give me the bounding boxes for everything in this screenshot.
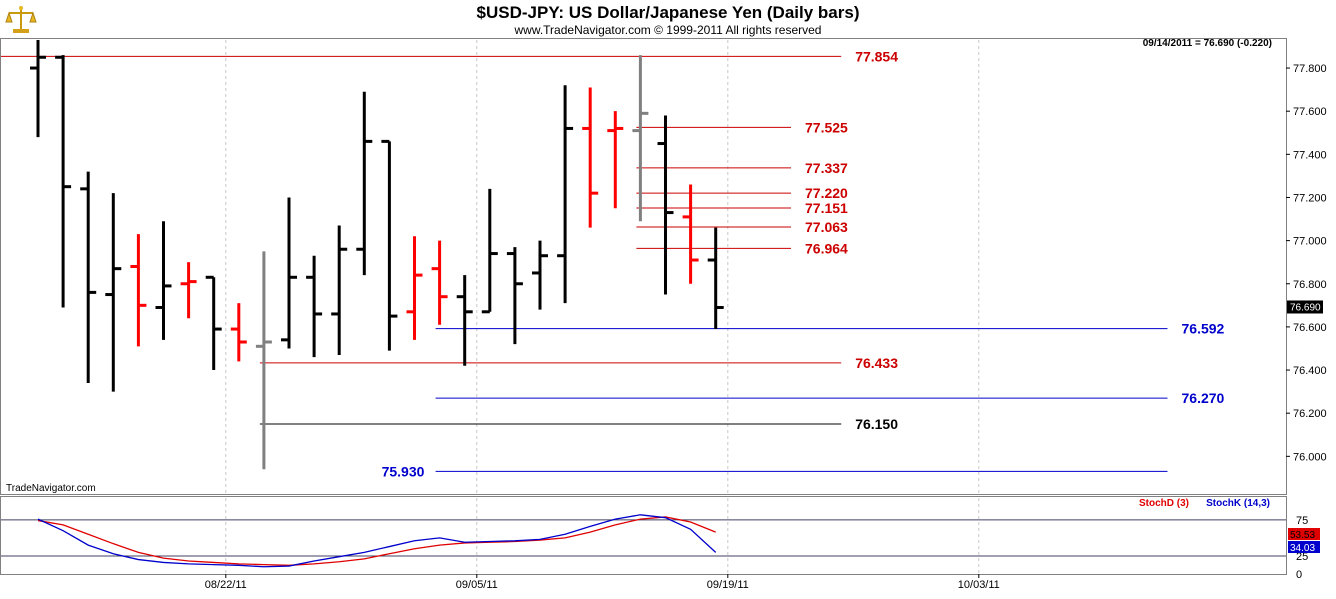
ohlc-bar: [331, 225, 348, 355]
ohlc-bar: [682, 184, 699, 284]
y-tick-label: 77.600: [1293, 106, 1327, 118]
level-label: 77.525: [805, 119, 848, 135]
legend-stochd: StochD (3): [1139, 498, 1189, 509]
ohlc-bar: [80, 171, 97, 383]
ohlc-bar: [230, 303, 247, 362]
last-price-label: 76.690: [1290, 302, 1321, 313]
y-tick-label: 76.200: [1293, 408, 1327, 420]
stoch-series-line: [37, 516, 716, 566]
ohlc-bar: [506, 247, 523, 345]
ohlc-bar: [406, 236, 423, 340]
ohlc-bar: [481, 188, 498, 314]
x-tick-label: 09/05/11: [456, 579, 498, 591]
level-label: 77.854: [855, 48, 898, 64]
y-tick-label: 77.400: [1293, 149, 1327, 161]
x-tick-label: 09/19/11: [707, 579, 749, 591]
ohlc-bar: [456, 275, 473, 366]
x-axis: 08/22/11 09/05/11 09/19/11 10/03/11: [205, 574, 1000, 591]
gold-scale-icon: [4, 4, 38, 36]
price-readout: 09/14/2011 = 76.690 (-0.220): [1143, 38, 1272, 49]
chart-title: $USD-JPY: US Dollar/Japanese Yen (Daily …: [477, 3, 860, 22]
level-label: 75.930: [382, 463, 425, 479]
grid: [225, 40, 980, 574]
level-label: 77.151: [805, 200, 848, 216]
price-panel-frame: [0, 38, 1287, 495]
level-label: 76.433: [855, 355, 898, 371]
y-tick-label: 76.000: [1293, 451, 1327, 463]
stochastic-panel: 0 25 75: [1, 514, 1308, 581]
stoch-tick-label: 0: [1296, 569, 1302, 581]
copyright-text: www.TradeNavigator.com © 1999-2011 All r…: [514, 23, 822, 37]
level-label: 77.063: [805, 219, 848, 235]
ohlc-bar: [281, 197, 297, 349]
y-tick-label: 77.000: [1293, 236, 1327, 248]
ohlc-bar: [130, 234, 147, 347]
y-tick-label: 76.400: [1293, 365, 1327, 377]
x-tick-label: 10/03/11: [958, 579, 1000, 591]
ohlc-bar: [30, 40, 46, 138]
stoch-panel-frame: [0, 496, 1287, 575]
ohlc-bar: [306, 255, 323, 358]
last-price-marker: 76.690: [1287, 300, 1323, 314]
ohlc-bar: [582, 87, 599, 228]
stochk-value: 34.03: [1290, 543, 1315, 554]
ohlc-bar: [657, 115, 674, 295]
level-label: 77.337: [805, 160, 848, 176]
ohlc-bar: [532, 240, 548, 310]
stoch-value-labels: 53.53 34.03: [1288, 528, 1320, 554]
stoch-tick-label: 75: [1296, 515, 1308, 527]
legend-stochk: StochK (14,3): [1206, 498, 1270, 509]
ohlc-bar: [381, 139, 398, 351]
ohlc-bar: [255, 251, 272, 470]
ohlc-bar: [356, 91, 373, 276]
ohlc-bar: [632, 55, 649, 222]
ohlc-bar: [155, 221, 172, 340]
level-label: 76.592: [1182, 321, 1225, 337]
y-tick-label: 76.800: [1293, 279, 1327, 291]
stochd-value: 53.53: [1290, 530, 1315, 541]
ohlc-bar: [205, 275, 222, 371]
x-tick-label: 08/22/11: [205, 579, 247, 591]
ohlc-bar: [557, 85, 574, 304]
ohlc-bar: [180, 262, 197, 319]
y-axis: 76.000 76.200 76.400 76.600 76.800 77.000 77.2…: [1286, 63, 1327, 463]
ohlc-bar: [105, 193, 122, 392]
level-label: 76.150: [855, 416, 898, 432]
stoch-series-line: [37, 514, 717, 568]
stoch-tick-label: 25: [1296, 551, 1308, 563]
ohlc-bar: [55, 55, 72, 308]
price-bars: [30, 40, 724, 470]
level-label: 76.270: [1182, 390, 1225, 406]
ohlc-bar: [707, 227, 724, 330]
level-label: 77.220: [805, 185, 848, 201]
level-label: 76.964: [805, 240, 848, 256]
ohlc-bar: [431, 240, 448, 325]
ohlc-bar: [607, 111, 624, 209]
y-tick-label: 77.200: [1293, 192, 1327, 204]
y-tick-label: 77.800: [1293, 63, 1327, 75]
y-tick-label: 76.600: [1293, 322, 1327, 334]
watermark: TradeNavigator.com: [6, 483, 96, 494]
